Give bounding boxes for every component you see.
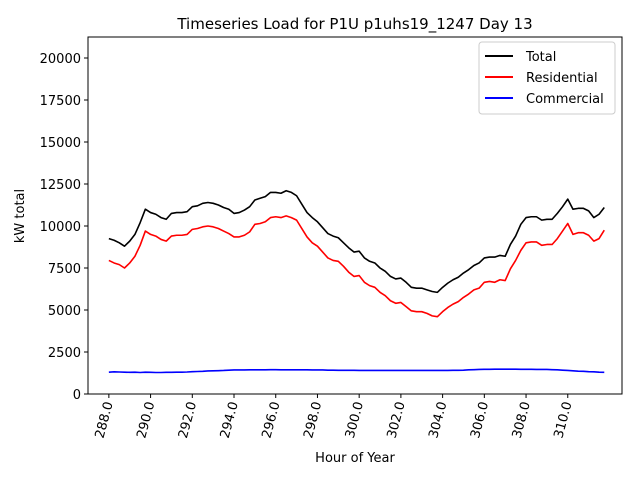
- y-tick-label: 17500: [40, 94, 81, 109]
- chart-title: Timeseries Load for P1U p1uhs19_1247 Day…: [176, 15, 532, 34]
- y-tick-label: 5000: [48, 304, 81, 319]
- series-line-total: [108, 189, 605, 294]
- legend-label-commercial: Commercial: [526, 92, 604, 107]
- y-tick-label: 0: [73, 388, 81, 403]
- y-axis-label: kW total: [13, 189, 28, 243]
- y-axis: 0 2500 5000 7500 10000 12500 15000 17500 20000: [40, 52, 88, 403]
- legend-box: [478, 41, 616, 115]
- axes-frame: [87, 36, 623, 395]
- y-tick-label: 10000: [40, 220, 81, 235]
- legend-label-residential: Residential: [526, 71, 598, 86]
- y-tick-label: 15000: [40, 136, 81, 151]
- legend-label-total: Total: [525, 50, 556, 65]
- series-line-commercial: [108, 368, 605, 374]
- x-axis-label: Hour of Year: [315, 451, 395, 466]
- series-layer: [108, 189, 605, 374]
- y-tick-label: 12500: [40, 178, 81, 193]
- y-tick-label: 7500: [48, 262, 81, 277]
- plot-area: [87, 36, 623, 395]
- y-tick-label: 20000: [40, 52, 81, 67]
- series-line-residential: [108, 215, 605, 318]
- legend: Total Residential Commercial: [478, 41, 616, 115]
- y-tick-label: 2500: [48, 346, 81, 361]
